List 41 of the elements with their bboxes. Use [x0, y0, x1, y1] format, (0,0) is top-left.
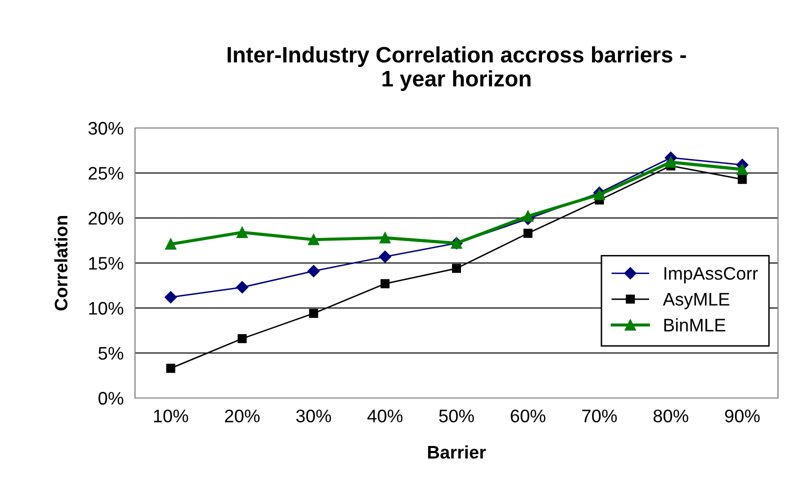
- point: [165, 238, 176, 250]
- x-tick-label: 20%: [225, 410, 260, 422]
- point: [594, 189, 605, 200]
- y-tick-label: 5%: [98, 347, 124, 360]
- y-tick-label: 0%: [98, 392, 124, 405]
- point: [164, 291, 177, 304]
- x-tick-label: 30%: [296, 410, 332, 422]
- point: [236, 281, 248, 294]
- x-tick-label: 80%: [654, 410, 688, 422]
- x-tick-label: 10%: [154, 410, 188, 422]
- y-tick-label: 15%: [89, 257, 124, 270]
- point: [236, 226, 248, 238]
- y-tick-label: 25%: [88, 166, 124, 180]
- point: [238, 334, 247, 344]
- y-tick-label: 30%: [88, 122, 124, 135]
- point: [738, 174, 747, 184]
- point: [308, 265, 320, 278]
- x-tick-label: 60%: [510, 410, 546, 422]
- point: [665, 156, 676, 168]
- point: [380, 279, 390, 288]
- chart-title: Inter-Industry Correlation accross barriers - 1 year horizon: [228, 46, 686, 91]
- x-tick-label: 40%: [367, 410, 402, 422]
- point: [378, 250, 392, 263]
- point: [308, 234, 320, 246]
- x-tick-label: 70%: [582, 410, 617, 422]
- legend-label: AsyMLE: [662, 293, 730, 310]
- x-axis-title: Barrier: [428, 445, 486, 459]
- point: [523, 228, 532, 238]
- point: [309, 308, 318, 318]
- point: [166, 364, 176, 373]
- x-tick-label: 90%: [725, 410, 760, 422]
- x-tick-label: 50%: [439, 410, 474, 422]
- y-tick-label: 20%: [88, 212, 124, 225]
- legend-label: BinMLE: [664, 318, 726, 332]
- point: [380, 232, 391, 244]
- point: [522, 210, 534, 222]
- point: [452, 264, 462, 273]
- legend-label: ImpAssCorr: [664, 267, 758, 284]
- point: [736, 164, 748, 175]
- y-axis-title: Correlation: [54, 216, 68, 310]
- y-tick-label: 10%: [89, 302, 124, 315]
